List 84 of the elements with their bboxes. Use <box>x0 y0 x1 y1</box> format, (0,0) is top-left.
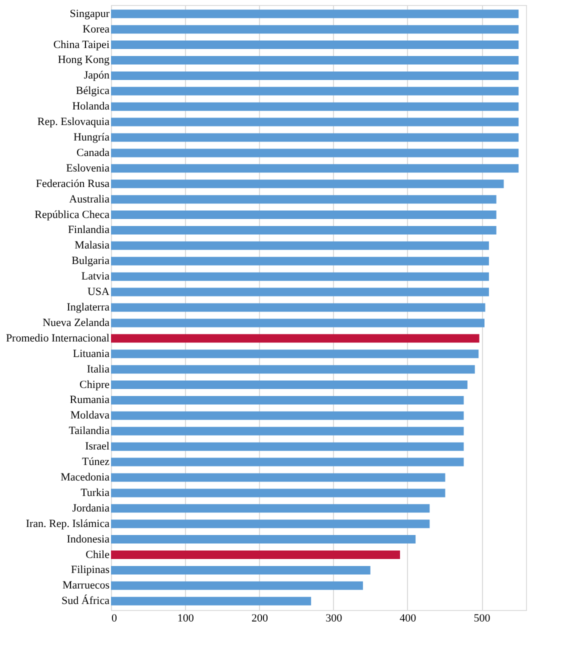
y-tick-label: Hungría <box>73 132 110 144</box>
y-tick-label: Japón <box>84 70 110 82</box>
y-tick-label: Chile <box>86 548 110 561</box>
bar <box>111 596 312 606</box>
bar <box>111 488 446 498</box>
x-tick-label: 300 <box>326 612 343 624</box>
y-tick-label: Malasia <box>74 240 110 252</box>
bar <box>111 473 446 482</box>
bar <box>111 195 496 204</box>
y-tick-label: República Checa <box>34 208 110 221</box>
bar <box>111 442 464 451</box>
bar <box>111 365 475 374</box>
y-tick-label: Nueva Zelanda <box>42 316 110 329</box>
y-tick-label: Macedonia <box>60 471 110 484</box>
bar <box>111 350 479 358</box>
bar <box>111 164 519 173</box>
bar <box>111 426 464 436</box>
bar <box>111 148 519 158</box>
y-tick-label: Tailandia <box>68 425 110 438</box>
bar <box>111 303 486 312</box>
bar <box>111 133 519 142</box>
bar <box>111 86 519 96</box>
x-tick-label: 200 <box>251 612 268 624</box>
y-tick-label: Moldava <box>70 410 110 422</box>
bar <box>111 520 430 528</box>
y-tick-label: Eslovenia <box>66 162 110 174</box>
y-tick-label: China Taipei <box>53 38 110 51</box>
y-tick-label: Holanda <box>72 100 110 113</box>
y-tick-label: Marruecos <box>62 580 110 592</box>
bar <box>111 25 519 34</box>
y-tick-label: Korea <box>82 23 110 36</box>
bar <box>111 210 496 220</box>
y-tick-label: Israel <box>85 440 110 453</box>
bar <box>111 411 464 420</box>
y-tick-label: Rumania <box>70 394 110 406</box>
x-tick-label: 0 <box>112 612 118 624</box>
bar <box>111 380 468 390</box>
y-tick-label: Lituania <box>72 348 110 360</box>
y-tick-label: Túnez <box>82 456 110 468</box>
bar <box>111 288 489 296</box>
bar <box>111 535 416 544</box>
y-tick-label: Turkia <box>80 486 110 499</box>
y-tick-label: Canada <box>76 146 110 159</box>
y-tick-label: Rep. Eslovaquia <box>37 116 110 128</box>
y-tick-label: USA <box>87 286 110 298</box>
y-tick-label: Sud África <box>62 594 110 608</box>
y-tick-label: Bulgaria <box>72 255 110 268</box>
bar <box>111 334 480 343</box>
bar <box>111 566 370 574</box>
y-tick-label: Singapur <box>70 8 110 20</box>
bar <box>111 71 519 80</box>
bar <box>111 180 504 188</box>
y-tick-label: Promedio Internacional <box>6 332 110 344</box>
y-tick-label: Iran. Rep. Islámica <box>26 518 110 530</box>
y-tick-label: Filipinas <box>70 564 110 576</box>
x-tick-label: 400 <box>400 612 417 624</box>
bar <box>111 102 519 111</box>
y-tick-label: Chipre <box>80 378 110 391</box>
bar <box>111 241 489 250</box>
y-tick-label: Indonesia <box>66 533 110 546</box>
y-tick-label: Hong Kong <box>58 54 110 66</box>
bar <box>111 256 489 266</box>
bar <box>111 40 519 50</box>
bar <box>111 226 496 234</box>
bar <box>111 458 464 466</box>
bar <box>111 396 464 404</box>
x-tick-label: 500 <box>474 612 491 624</box>
bar <box>111 550 400 560</box>
bar <box>111 272 489 281</box>
x-tick-label: 100 <box>177 612 194 624</box>
y-tick-label: Inglaterra <box>66 302 110 314</box>
y-tick-label: Italia <box>86 363 110 376</box>
y-tick-label: Latvia <box>81 270 110 283</box>
y-tick-label: Bélgica <box>76 85 110 98</box>
bar <box>111 10 519 18</box>
bar <box>111 318 484 328</box>
bar <box>111 56 519 64</box>
bar <box>111 581 363 590</box>
y-tick-label: Australia <box>69 193 110 206</box>
bar <box>111 118 519 126</box>
bar <box>111 504 430 513</box>
y-tick-label: Finlandia <box>68 224 110 236</box>
y-tick-label: Federación Rusa <box>36 178 110 190</box>
y-tick-label: Jordania <box>72 502 110 514</box>
